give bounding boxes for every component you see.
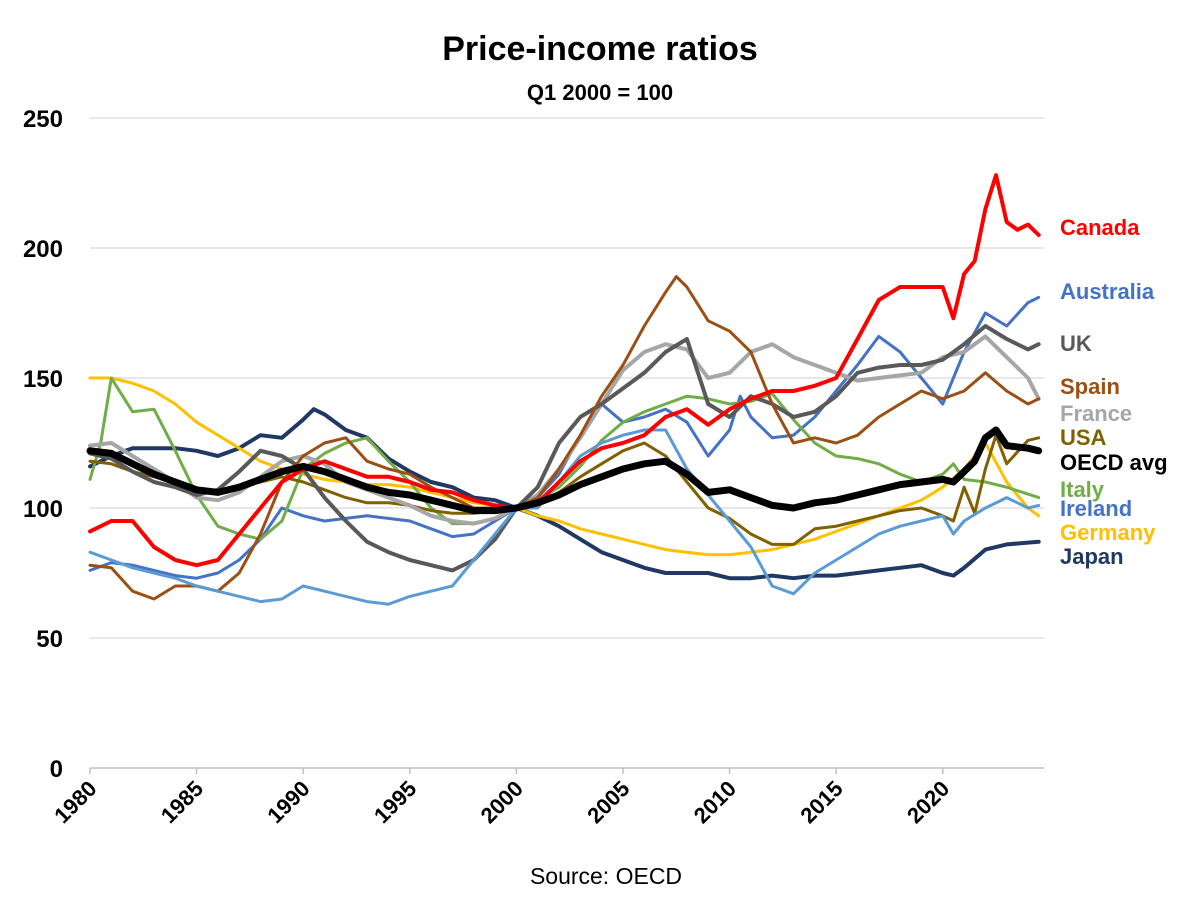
source-note: Source: OECD [530, 863, 682, 889]
chart-title: Price-income ratios [442, 30, 758, 68]
x-tick-label-2000: 2000 [476, 776, 528, 828]
y-tick-label-0: 0 [50, 756, 63, 783]
series-label-uk: UK [1060, 331, 1092, 356]
x-tick-label-2010: 2010 [689, 776, 741, 828]
series-line-italy [88, 376, 1041, 541]
series-label-usa: USA [1060, 425, 1107, 450]
y-axis-ticks: 0 50 100 150 200 250 [23, 106, 63, 783]
series-label-germany: Germany [1060, 520, 1156, 545]
series-line-spain [88, 275, 1041, 601]
x-tick-label-1995: 1995 [369, 776, 421, 828]
series-line-canada [88, 173, 1041, 568]
series-line-oecd-avg [86, 426, 1043, 515]
x-tick-label-1985: 1985 [156, 776, 208, 828]
series-label-italy: Italy [1060, 477, 1105, 502]
x-tick-label-1990: 1990 [262, 776, 314, 828]
series-line-uk [88, 324, 1041, 573]
series-label-japan: Japan [1060, 544, 1124, 569]
series-line-australia [88, 428, 1041, 606]
x-tick-label-2005: 2005 [582, 776, 634, 828]
series-label-ireland: Ireland [1060, 496, 1132, 521]
y-tick-label-250: 250 [23, 106, 63, 133]
series-line-japan [88, 407, 1041, 581]
series-label-france: France [1060, 401, 1132, 426]
series-label-spain: Spain [1060, 374, 1120, 399]
x-tick-label-1980: 1980 [49, 776, 101, 828]
y-tick-label-150: 150 [23, 366, 63, 393]
y-tick-label-100: 100 [23, 496, 63, 523]
series-label-oecd-avg: OECD avg [1060, 450, 1168, 475]
series-lines [86, 173, 1043, 606]
gridlines [90, 117, 1044, 769]
y-tick-label-200: 200 [23, 236, 63, 263]
chart-subtitle: Q1 2000 = 100 [527, 80, 673, 105]
x-axis-ticks: 1980 1985 1990 1995 2000 2005 2010 2015 2020 [49, 768, 954, 828]
y-tick-label-50: 50 [36, 626, 63, 653]
x-tick-label-2020: 2020 [902, 776, 954, 828]
series-label-canada: Canada [1060, 215, 1140, 240]
series-label-australia: Australia [1060, 279, 1155, 304]
x-tick-label-2015: 2015 [795, 776, 847, 828]
